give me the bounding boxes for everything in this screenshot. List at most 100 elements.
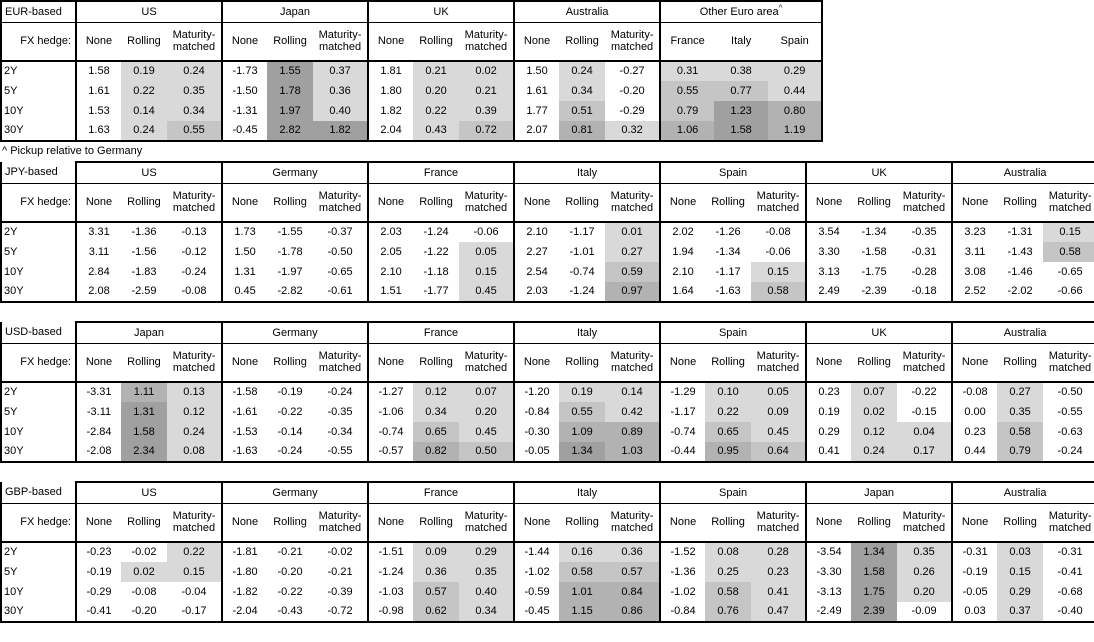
value-cell: -1.34: [705, 242, 752, 262]
value-cell: 0.03: [951, 602, 998, 622]
hedge-column-header: Rolling: [413, 343, 460, 383]
value-cell: -0.98: [367, 602, 414, 622]
value-cell: 2.82: [267, 121, 314, 141]
hedge-column-header: Rolling: [997, 183, 1044, 223]
value-cell: -1.50: [221, 81, 268, 101]
value-cell: 1.34: [851, 542, 898, 562]
value-cell: 2.10: [659, 262, 706, 282]
value-cell: 0.58: [751, 282, 807, 302]
value-cell: 0.43: [413, 121, 460, 141]
value-cell: 0.31: [659, 61, 715, 81]
value-cell: -0.05: [951, 582, 998, 602]
country-header: UK: [805, 321, 953, 344]
value-cell: -1.52: [659, 542, 706, 562]
value-cell: 0.58: [559, 562, 606, 582]
base-currency-label: USD-based: [1, 322, 76, 344]
fx-table-gbp: GBP-based US Germany France Italy Spain Japan A…: [0, 481, 1094, 623]
value-cell: 0.19: [805, 402, 852, 422]
value-cell: 0.24: [167, 422, 223, 442]
hedge-column-header: Rolling: [559, 183, 606, 223]
value-cell: -0.12: [167, 242, 223, 262]
value-cell: -1.29: [659, 382, 706, 402]
value-cell: 2.05: [367, 242, 414, 262]
value-cell: -0.22: [267, 582, 314, 602]
country-header: France: [367, 321, 515, 344]
tenor-label: 10Y: [4, 104, 24, 117]
value-cell: -1.17: [705, 262, 752, 282]
hedge-column-header: Rolling: [559, 22, 606, 62]
hedge-column-header: Rolling: [413, 183, 460, 223]
value-cell: -1.26: [705, 222, 752, 242]
value-cell: -1.36: [121, 222, 167, 242]
value-cell: 0.45: [459, 282, 515, 302]
hedge-column-header: Rolling: [997, 503, 1044, 543]
value-cell: 0.19: [121, 61, 167, 81]
value-cell: -0.74: [367, 422, 414, 442]
value-cell: 1.03: [605, 442, 661, 462]
country-header: US: [74, 0, 223, 23]
value-cell: 0.38: [714, 61, 769, 81]
value-cell: -0.50: [313, 242, 369, 262]
value-cell: -1.34: [851, 222, 898, 242]
value-cell: 2.10: [367, 262, 414, 282]
tenor-label: 2Y: [4, 546, 18, 559]
base-currency-label: GBP-based: [1, 482, 76, 504]
value-cell: 0.34: [167, 101, 223, 121]
value-cell: -2.08: [75, 442, 121, 462]
value-cell: -1.43: [997, 242, 1044, 262]
value-cell: 0.34: [459, 602, 515, 622]
tenor-label: 2Y: [4, 65, 18, 78]
hedge-column-header: Maturity-matched: [313, 22, 369, 62]
hedge-column-header: Maturity-matched: [313, 343, 369, 383]
value-cell: 0.36: [605, 542, 661, 562]
value-cell: -1.24: [413, 222, 460, 242]
value-cell: -1.03: [367, 582, 414, 602]
value-cell: -3.11: [75, 402, 121, 422]
hedge-column-header: Rolling: [997, 343, 1044, 383]
value-cell: 0.13: [167, 382, 223, 402]
value-cell: 0.23: [751, 562, 807, 582]
value-cell: 0.57: [413, 582, 460, 602]
value-cell: -0.65: [313, 262, 369, 282]
country-header: Germany: [221, 161, 369, 184]
tenor-label: 10Y: [4, 265, 24, 278]
value-cell: -0.66: [1043, 282, 1094, 302]
hedge-column-header: Maturity-matched: [897, 183, 953, 223]
value-cell: 0.10: [705, 382, 752, 402]
value-cell: -1.80: [221, 562, 268, 582]
country-header: Japan: [74, 321, 223, 344]
value-cell: 1.61: [513, 81, 560, 101]
value-cell: 0.35: [997, 402, 1044, 422]
value-cell: 3.13: [805, 262, 852, 282]
hedge-column-header: Maturity-matched: [459, 183, 515, 223]
value-cell: -1.82: [221, 582, 268, 602]
country-header: US: [74, 161, 223, 184]
footnote: ^ Pickup relative to Germany: [2, 145, 143, 157]
hedge-column-header: Spain: [768, 22, 823, 62]
value-cell: -0.19: [75, 562, 121, 582]
value-cell: 0.84: [605, 582, 661, 602]
value-cell: -0.40: [1043, 602, 1094, 622]
value-cell: 1.11: [121, 382, 167, 402]
value-cell: -1.01: [559, 242, 606, 262]
value-cell: -1.17: [559, 222, 606, 242]
value-cell: -0.29: [605, 101, 661, 121]
value-cell: -1.31: [997, 222, 1044, 242]
tenor-label: 30Y: [4, 285, 24, 298]
value-cell: 2.84: [75, 262, 121, 282]
value-cell: 3.11: [75, 242, 121, 262]
value-cell: -0.63: [1043, 422, 1094, 442]
value-cell: 2.10: [513, 222, 560, 242]
value-cell: 0.45: [221, 282, 268, 302]
value-cell: -1.20: [513, 382, 560, 402]
hedge-column-header: Maturity-matched: [459, 22, 515, 62]
hedge-column-header: Rolling: [705, 183, 752, 223]
value-cell: 0.40: [459, 582, 515, 602]
value-cell: 0.05: [751, 382, 807, 402]
value-cell: 2.08: [75, 282, 121, 302]
value-cell: -1.55: [267, 222, 314, 242]
country-header: Australia: [951, 321, 1094, 344]
value-cell: 0.02: [851, 402, 898, 422]
country-header: US: [74, 481, 223, 504]
value-cell: 0.80: [768, 101, 823, 121]
